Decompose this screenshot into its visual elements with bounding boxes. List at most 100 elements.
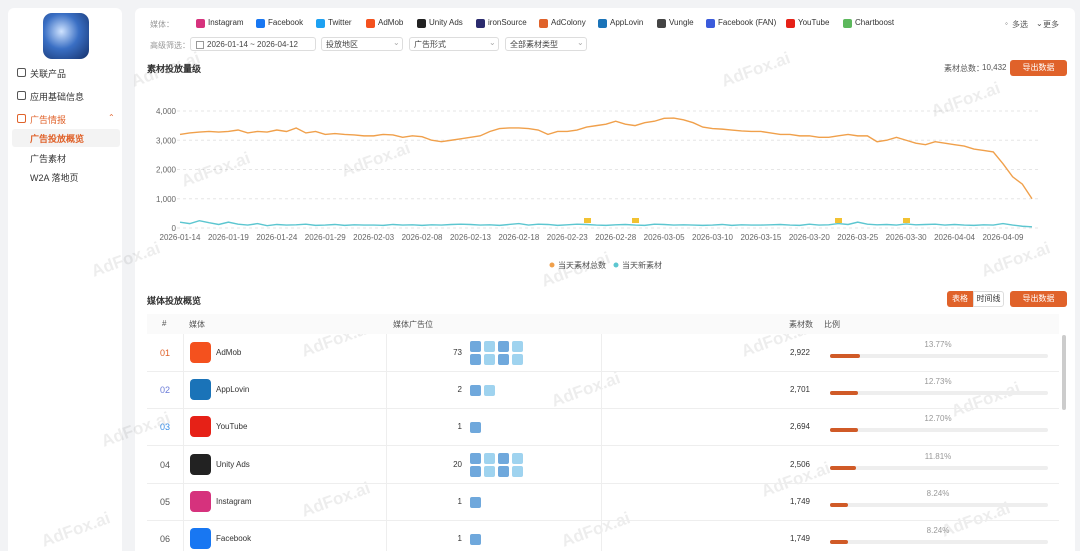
media-option[interactable]: Facebook [268,18,304,27]
x-tick-label: 2026-02-08 [402,233,443,242]
row-divider [147,519,1059,521]
column-divider [386,334,387,551]
submenu-item[interactable]: 广告素材 [30,154,67,164]
media-option[interactable]: AdMob [378,18,404,27]
share-bar [830,391,858,396]
placements: 1 [457,534,462,543]
select-caret: ⌄ [577,38,584,47]
x-tick-label: 2026-03-10 [692,233,733,242]
submenu-item[interactable]: 广告投放概览 [30,134,85,144]
media-logo [190,416,211,438]
main-panel [135,8,1075,551]
media-option[interactable]: AppLovin [610,18,644,27]
export-button[interactable]: 导出数据 [1010,291,1067,307]
placements: 1 [457,422,462,432]
media-option[interactable]: Facebook (FAN) [718,18,777,27]
thumbnail [484,385,495,397]
app-logo [43,13,89,59]
thumbnail [484,452,495,464]
share-track [830,428,1048,433]
rank: 04 [160,459,171,470]
event-flag [584,218,591,223]
media-logo [190,342,211,363]
legend-marker [549,262,555,268]
media-icon [256,19,265,28]
media-name: AppLovin [216,385,250,395]
tab[interactable]: 时间线 [973,291,1004,307]
x-tick-label: 2026-01-19 [208,233,249,242]
media-name: Unity Ads [216,459,250,469]
count: 2,922 [789,348,810,357]
thumbnail [484,465,495,477]
share-label: 13.77% [924,340,952,349]
export-button[interactable]: 导出数据 [1010,60,1067,76]
share-label: 11.81% [924,451,952,461]
line-series [179,219,1033,228]
x-tick-label: 2026-03-05 [644,233,685,242]
thumbnail [498,341,509,352]
share-bar [830,502,848,507]
submenu-item[interactable]: W2A 落地页 [30,173,79,183]
media-option[interactable]: Twitter [328,18,352,27]
share-bar [830,465,856,470]
media-option[interactable]: Instagram [208,18,244,27]
select[interactable]: 广告形式 [409,37,499,51]
thumbnail [512,341,523,352]
x-tick-label: 2026-03-30 [886,233,927,242]
media-option[interactable]: Chartboost [855,18,895,27]
thumbnail [512,354,523,365]
select-caret: ⌄ [489,38,496,47]
thumbnail [512,452,523,464]
media-logo [190,453,211,475]
count: 2,694 [789,422,810,432]
y-tick-label: 1,000 [156,195,177,204]
media-option[interactable]: ironSource [488,18,527,27]
y-tick-label: 3,000 [156,136,177,145]
row-divider [147,408,1059,410]
thumbnail [498,465,509,477]
share-track [830,502,1048,507]
more[interactable]: 更多 [1043,20,1059,29]
multi-select[interactable]: 多选 [1012,20,1028,29]
y-tick-label: 2,000 [156,166,177,175]
media-icon [316,19,325,28]
thumbnail [470,422,481,434]
submenu-active-bg [12,129,120,147]
multi-select[interactable]: ◦ [1005,19,1008,28]
event-flag [632,218,639,223]
select[interactable]: 2026-01-14 ~ 2026-04-12 [190,37,316,51]
tab-active[interactable]: 表格 [947,291,973,307]
x-tick-label: 2026-03-15 [740,233,781,242]
menu-item[interactable]: 广告情报 [30,115,67,125]
table-header: 媒体广告位 [393,320,433,329]
share-label: 12.70% [924,414,952,424]
calendar-icon [196,41,204,49]
share-track [830,391,1048,396]
media-icon [843,19,852,28]
media-logo [190,379,211,401]
select[interactable]: 全部素材类型 [505,37,587,51]
legend-marker [613,262,619,268]
menu-icon [17,114,26,123]
scrollbar [1062,335,1066,410]
media-option[interactable]: Vungle [669,18,694,27]
media-option[interactable]: AdColony [551,18,586,27]
row-divider [147,482,1059,484]
media-name: AdMob [216,348,242,357]
media-name: Facebook [216,534,252,543]
select[interactable]: 投放地区 [321,37,403,51]
rank: 03 [160,422,171,433]
thumbnail [470,534,481,545]
more[interactable]: ⌄ [1036,19,1043,28]
legend-label: 当天新素材 [622,260,662,270]
media-name: Instagram [216,496,252,506]
share-label: 12.73% [924,377,952,387]
sidebar [8,8,122,551]
column-divider [601,334,602,551]
thumbnail [470,465,481,477]
menu-item[interactable]: 关联产品 [30,69,67,79]
menu-item[interactable]: 应用基础信息 [30,92,85,102]
rank: 02 [160,385,171,396]
media-option[interactable]: YouTube [798,18,830,27]
media-option[interactable]: Unity Ads [429,18,463,27]
